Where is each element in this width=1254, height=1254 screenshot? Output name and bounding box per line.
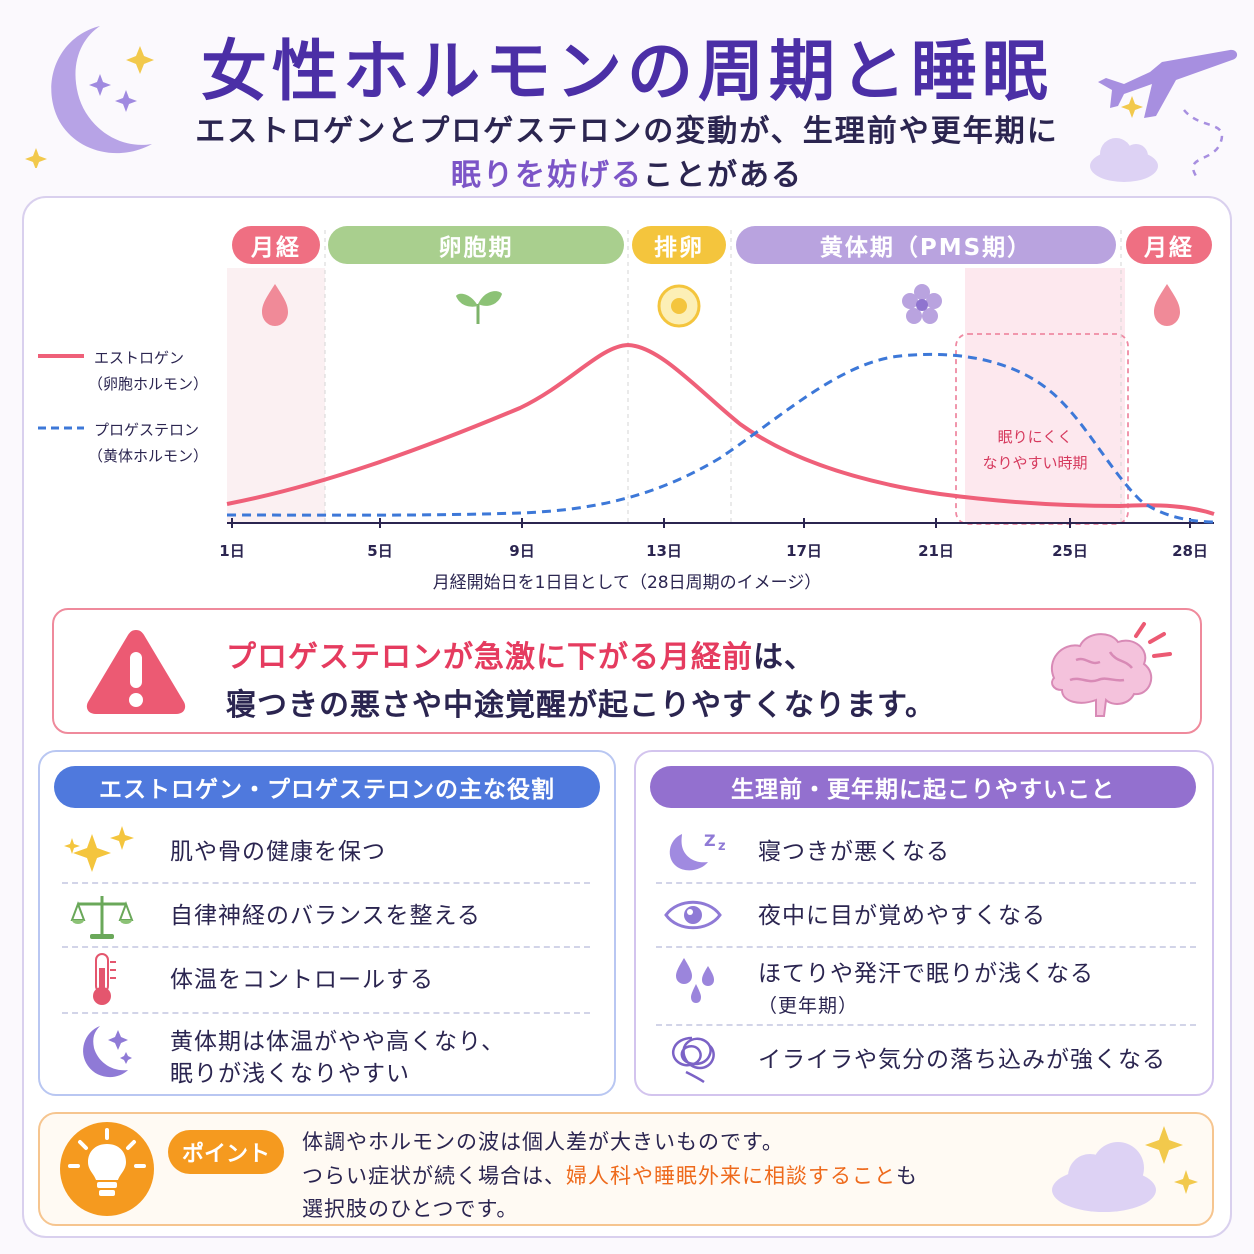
divider [656, 946, 1196, 948]
x-tick-label: 13日 [646, 542, 682, 560]
x-tick-label: 9日 [509, 542, 535, 560]
symptom-item: 夜中に目が覚めやすくなる [758, 903, 1046, 929]
egg-icon [657, 284, 701, 328]
lightbulb-icon [60, 1122, 154, 1216]
crescent-moon-icon [25, 26, 154, 168]
symptom-item: 寝つきが悪くなる [758, 839, 950, 865]
point-highlight: 婦人科や睡眠外来に相談すること [566, 1164, 896, 1188]
subtitle-line-2: 眠りを妨げることがある [0, 150, 1254, 194]
x-tick-label: 21日 [918, 542, 954, 560]
divider [62, 1012, 590, 1014]
blood-drop-icon [262, 284, 288, 326]
moon-icon [83, 1026, 132, 1078]
x-tick-label: 28日 [1172, 542, 1208, 560]
eye-icon [664, 900, 722, 930]
subtitle-highlight: 眠りを妨げる [451, 158, 643, 193]
svg-text:z: z [718, 839, 726, 854]
x-tick-label: 25日 [1052, 542, 1088, 560]
legend-progesterone-label: プロゲステロン [94, 421, 200, 439]
point-badge: ポイント [168, 1130, 284, 1174]
phase-follicular: 卵胞期 [328, 226, 624, 264]
warning-icon [86, 630, 186, 714]
sprout-icon [456, 291, 502, 324]
divider [656, 882, 1196, 884]
sparkle-icon [64, 826, 134, 872]
symptom-item-line-1: ほてりや発汗で眠りが浅くなる [758, 961, 1094, 987]
alert-line-2: 寝つきの悪さや中途覚醒が起こりやすくなります。 [226, 688, 936, 723]
role-item-line-2: 眠りが浅くなりやすい [170, 1061, 410, 1087]
estrogen-series-line [226, 342, 1215, 516]
brain-icon [1051, 622, 1172, 717]
symptom-item: イライラや気分の落ち込みが強くなる [758, 1047, 1166, 1073]
x-tick-label: 17日 [786, 542, 822, 560]
role-item: 自律神経のバランスを整える [170, 903, 481, 929]
divider [62, 882, 590, 884]
page-title: 女性ホルモンの周期と睡眠 [201, 33, 1053, 110]
roles-card-title: エストロゲン・プロゲステロンの主な役割 [54, 766, 600, 808]
pms-shade [965, 268, 1125, 523]
legend-estrogen-label: エストロゲン [94, 349, 185, 367]
divider [656, 1024, 1196, 1026]
phase-menstruation-2: 月経 [1126, 226, 1212, 264]
phase-menstruation-1: 月経 [232, 226, 320, 264]
point-line-2: つらい症状が続く場合は、婦人科や睡眠外来に相談することも [302, 1160, 918, 1190]
sweat-drops-icon [676, 958, 714, 1003]
pms-note-line-1: 眠りにくく [997, 428, 1073, 446]
hormone-cycle-chart [38, 230, 1215, 528]
x-axis-caption: 月経開始日を1日目として（28日周期のイメージ） [432, 573, 822, 593]
alert-highlight: プロゲステロンが急激に下がる月経前 [226, 640, 753, 675]
pms-note-line-2: なりやすい時期 [982, 454, 1088, 472]
alert-line-1: プロゲステロンが急激に下がる月経前は、 [226, 632, 815, 676]
role-item: 体温をコントロールする [170, 967, 434, 993]
role-item-line-1: 黄体期は体温がやや高くなり、 [170, 1029, 506, 1055]
phase-ovulation: 排卵 [632, 226, 726, 264]
phase-luteal: 黄体期（PMS期） [736, 226, 1116, 264]
tangled-scribble-icon [672, 1036, 715, 1084]
thermometer-icon [93, 953, 116, 1005]
subtitle-rest: ことがある [643, 158, 803, 193]
point-line-2-post: も [896, 1164, 918, 1188]
sleepy-moon-icon: Z z [669, 831, 726, 871]
legend-estrogen-sublabel: （卵胞ホルモン） [88, 375, 209, 393]
divider [62, 946, 590, 948]
alert-box [52, 608, 1202, 734]
alert-line-1-rest: は、 [753, 640, 815, 675]
progesterone-series-line [226, 352, 1215, 524]
role-item: 肌や骨の健康を保つ [170, 839, 386, 865]
point-line-2-pre: つらい症状が続く場合は、 [302, 1164, 566, 1188]
cloud-icon [1052, 1126, 1198, 1212]
flower-icon [902, 284, 942, 324]
svg-text:Z: Z [704, 831, 716, 850]
symptom-item-line-2: （更年期） [758, 995, 859, 1017]
point-line-3: 選択肢のひとつです。 [302, 1197, 519, 1221]
legend-progesterone-sublabel: （黄体ホルモン） [88, 447, 209, 465]
subtitle-line-1: エストロゲンとプロゲステロンの変動が、生理前や更年期に [195, 114, 1059, 149]
pms-note: 眠りにくく なりやすい時期 [960, 424, 1110, 476]
balance-scale-icon [70, 896, 134, 939]
airplane-icon [1090, 49, 1238, 182]
blood-drop-icon [1154, 284, 1180, 326]
x-tick-label: 5日 [367, 542, 393, 560]
symptoms-card-title: 生理前・更年期に起こりやすいこと [650, 766, 1196, 808]
x-tick-label: 1日 [219, 542, 245, 560]
point-line-1: 体調やホルモンの波は個人差が大きいものです。 [302, 1130, 784, 1154]
